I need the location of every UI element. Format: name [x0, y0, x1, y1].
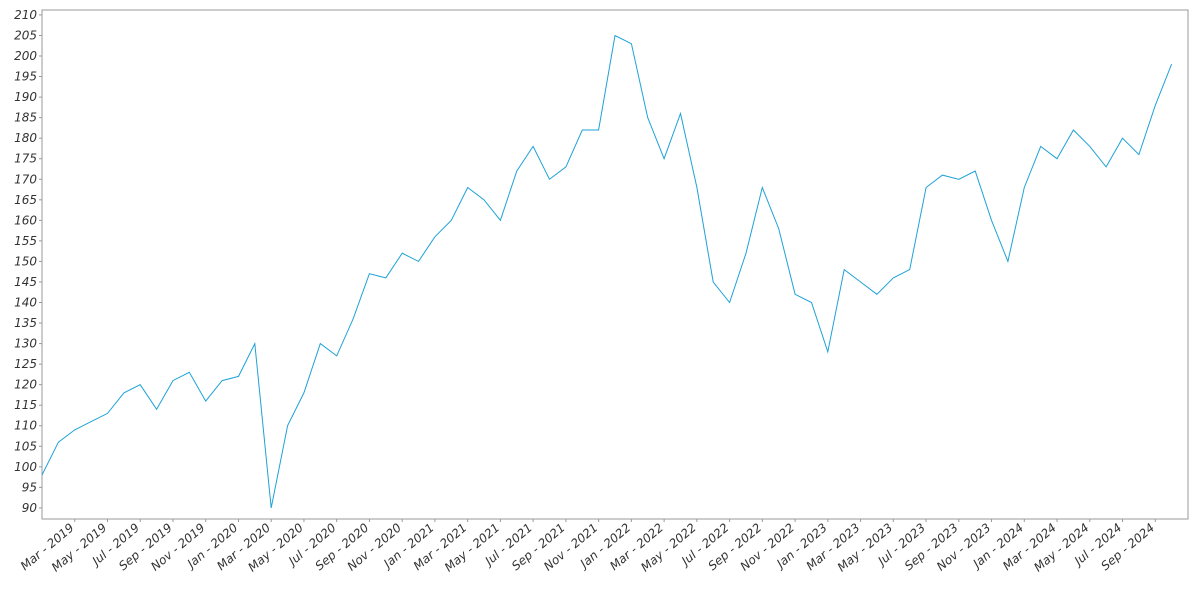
- y-tick-label: 170: [14, 172, 37, 186]
- y-tick-label: 105: [14, 439, 37, 453]
- y-tick-label: 115: [14, 398, 37, 412]
- y-tick-label: 95: [22, 480, 37, 494]
- y-tick-label: 195: [14, 70, 37, 84]
- y-tick-label: 130: [14, 337, 37, 351]
- y-tick-label: 145: [14, 275, 37, 289]
- y-tick-label: 135: [14, 316, 37, 330]
- y-tick-label: 140: [14, 296, 37, 310]
- y-tick-label: 165: [14, 193, 37, 207]
- y-tick-label: 180: [14, 131, 37, 145]
- line: [41, 34, 1173, 508]
- plot-frame: [41, 9, 1189, 520]
- y-tick-label: 210: [14, 8, 37, 22]
- y-tick-label: 110: [14, 419, 37, 433]
- y-tick-label: 185: [14, 111, 37, 125]
- y-tick-label: 175: [14, 152, 37, 166]
- y-tick-label: 205: [14, 28, 37, 42]
- y-tick-label: 90: [22, 501, 38, 515]
- y-tick-label: 200: [14, 49, 37, 63]
- y-tick-label: 150: [14, 254, 37, 268]
- y-tick-label: 100: [14, 460, 37, 474]
- y-tick-label: 160: [14, 213, 37, 227]
- y-tick-label: 155: [14, 234, 37, 248]
- y-tick-label: 125: [14, 357, 37, 371]
- y-tick-label: 190: [14, 90, 37, 104]
- y-tick-label: 120: [14, 378, 37, 392]
